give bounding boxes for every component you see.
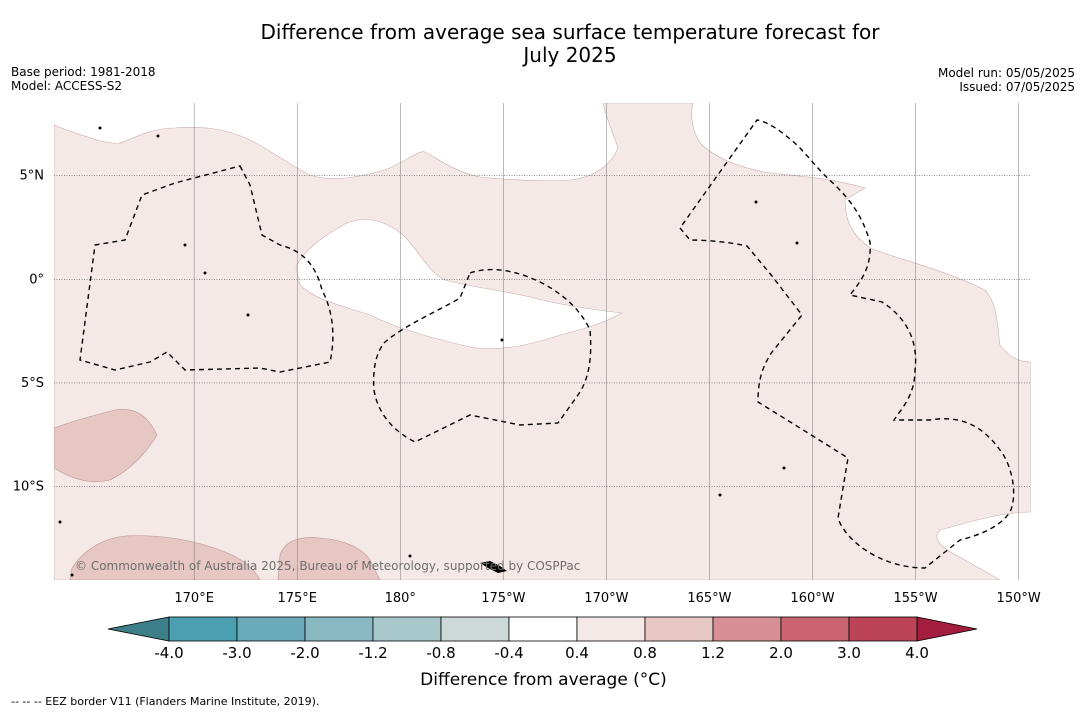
- colorbar: -4.0 -3.0 -2.0 -1.2 -0.8 -0.4 0.4 0.8 1.2 2.0 3.0 4…: [107, 616, 978, 662]
- gridlines: [54, 103, 1031, 580]
- colorbar-extend-low: [107, 616, 170, 642]
- lon-tick-label: 155°W: [893, 591, 937, 606]
- lon-tick-label: 165°W: [687, 591, 731, 606]
- colorbar-segment: [508, 616, 578, 642]
- island-dot: [408, 554, 412, 558]
- base-period-text: Base period: 1981-2018: [11, 65, 156, 79]
- colorbar-tick-label: -2.0: [290, 644, 319, 662]
- eez-border-central: [372, 268, 592, 443]
- colorbar-tick-label: 0.4: [565, 644, 589, 662]
- colorbar-segment: [304, 616, 374, 642]
- issued-text: Issued: 07/05/2025: [959, 80, 1075, 94]
- island-dot: [203, 271, 207, 275]
- colorbar-tick-label: 1.2: [701, 644, 725, 662]
- colorbar-tick-label: -0.4: [494, 644, 523, 662]
- anomaly-region-0.8-1.2-southeast: [277, 537, 381, 580]
- colorbar-segment: [576, 616, 646, 642]
- island-reef: [480, 561, 507, 573]
- eez-border-west: [79, 165, 334, 373]
- island-dot: [70, 573, 74, 577]
- island-dot: [754, 200, 758, 204]
- lat-tick-label: 5°N: [20, 169, 45, 184]
- lon-tick-label: 160°W: [790, 591, 834, 606]
- page-title: Difference from average sea surface temp…: [0, 21, 1085, 67]
- lon-tick-label: 150°W: [997, 591, 1041, 606]
- colorbar-tick-label: 0.8: [633, 644, 657, 662]
- lat-tick-label: 5°S: [21, 376, 44, 391]
- anomaly-region-0.4-0.8: [54, 103, 1031, 580]
- lon-tick-label: 175°E: [277, 591, 317, 606]
- island-dot: [98, 126, 102, 130]
- title-line-2: July 2025: [523, 43, 617, 67]
- anomaly-region-0.8-1.2-west: [54, 409, 158, 482]
- colorbar-tick-label: 4.0: [905, 644, 929, 662]
- eez-borders: [79, 119, 1015, 569]
- colorbar-tick-label: 2.0: [769, 644, 793, 662]
- colorbar-segment: [780, 616, 850, 642]
- axis-labels: 170°E 175°E 180° 175°W 170°W 165°W 160°W 155°W 1…: [13, 169, 1041, 606]
- lat-tick-label: 0°: [29, 272, 44, 287]
- colorbar-tick-label: -4.0: [154, 644, 183, 662]
- island-dot: [500, 338, 504, 342]
- island-dot: [246, 313, 250, 317]
- island-dot: [782, 466, 786, 470]
- model-name-text: Model: ACCESS-S2: [11, 79, 123, 93]
- map-field: © Commonwealth of Australia 2025, Bureau…: [54, 103, 1031, 580]
- title-line-1: Difference from average sea surface temp…: [260, 20, 880, 44]
- colorbar-segment: [644, 616, 714, 642]
- eez-footnote: -- -- -- EEZ border V11 (Flanders Marine…: [11, 695, 320, 708]
- islands: [58, 126, 799, 577]
- island-dot: [58, 520, 62, 524]
- lat-tick-label: 10°S: [13, 480, 44, 495]
- colorbar-tick-label: -3.0: [222, 644, 251, 662]
- run-info: Model run: 05/05/2025 Issued: 07/05/2025: [938, 66, 1075, 94]
- island-dot: [156, 134, 160, 138]
- colorbar-extend-high: [916, 616, 978, 642]
- colorbar-tick-label: -1.2: [358, 644, 387, 662]
- lon-tick-label: 170°E: [174, 591, 214, 606]
- anomaly-region-neutral: [295, 219, 623, 349]
- colorbar-tick-label: -0.8: [426, 644, 455, 662]
- anomaly-region-0.8-1.2-south: [69, 535, 261, 580]
- copyright-notice: © Commonwealth of Australia 2025, Bureau…: [75, 559, 580, 573]
- lon-tick-label: 170°W: [584, 591, 628, 606]
- model-info: Base period: 1981-2018 Model: ACCESS-S2: [11, 65, 156, 93]
- colorbar-segment: [236, 616, 306, 642]
- island-dot: [795, 241, 799, 245]
- colorbar-label: Difference from average (°C): [420, 670, 667, 690]
- colorbar-segment: [168, 616, 238, 642]
- colorbar-tick-label: 3.0: [837, 644, 861, 662]
- model-run-text: Model run: 05/05/2025: [937, 66, 1075, 80]
- colorbar-segment: [848, 616, 918, 642]
- colorbar-segment: [712, 616, 782, 642]
- lon-tick-label: 180°: [385, 591, 416, 606]
- island-dot: [718, 493, 722, 497]
- island-dot: [183, 243, 187, 247]
- colorbar-segment: [372, 616, 442, 642]
- colorbar-segment: [440, 616, 510, 642]
- eez-border-east: [679, 119, 1015, 569]
- lon-tick-label: 175°W: [481, 591, 525, 606]
